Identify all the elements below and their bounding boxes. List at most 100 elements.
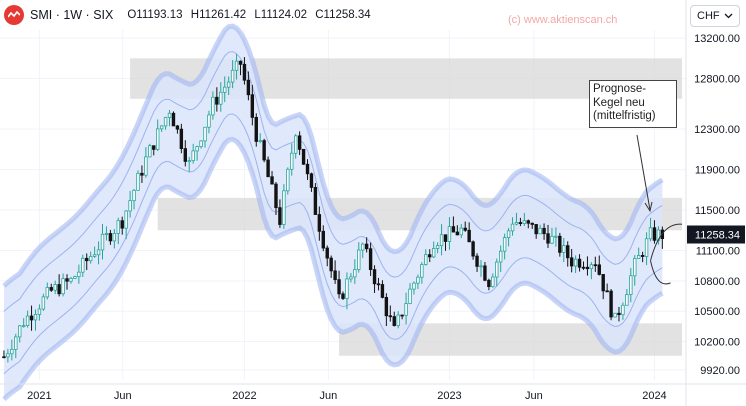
price-axis[interactable]: 9920.00 10200.00 10500.00 10800.00 11100.00 1… <box>685 0 745 406</box>
candle-body <box>329 257 333 272</box>
last-price-label: 11258.34 <box>695 230 740 242</box>
candle-body <box>636 255 641 259</box>
band-lower-edge <box>2 136 664 402</box>
cone-upper-line <box>650 223 683 261</box>
candle-body <box>53 284 57 291</box>
y-tick-label: 11900.00 <box>695 165 740 177</box>
candle-body <box>88 255 93 262</box>
high-value: H11261.42 <box>190 9 247 21</box>
candle-body <box>6 353 10 358</box>
candle-body <box>262 140 266 161</box>
last-price-badge <box>687 225 745 244</box>
candle-body <box>325 247 329 259</box>
x-tick-label: 2024 <box>642 390 666 402</box>
candle-body <box>45 287 50 298</box>
candle-body <box>159 125 164 130</box>
candle-body <box>242 63 247 81</box>
candle-body <box>388 315 393 318</box>
currency-select[interactable]: CHF <box>690 5 740 27</box>
candle-body <box>100 233 105 251</box>
candle-body <box>349 276 353 280</box>
x-tick-label: Jun <box>319 390 337 402</box>
candle-body <box>250 94 255 118</box>
candle-body <box>65 278 69 282</box>
candle-body <box>416 276 420 284</box>
candle-body <box>510 223 515 232</box>
candle-body <box>439 234 444 247</box>
candle-body <box>487 279 491 288</box>
candle-body <box>554 235 558 238</box>
candle-body <box>187 160 191 163</box>
candle-body <box>613 312 617 318</box>
x-tick-label: Jun <box>525 390 543 402</box>
y-tick-label: 10500.00 <box>694 306 740 318</box>
candle-body <box>467 229 471 243</box>
candle-body <box>569 257 574 267</box>
x-tick-label: Jun <box>114 390 132 402</box>
candle-body <box>605 290 609 293</box>
symbol-title[interactable]: SMI · 1W · SIX <box>30 8 114 22</box>
candle-body <box>585 266 590 270</box>
candle-body <box>278 207 282 225</box>
cone-lower-line <box>650 260 671 285</box>
candle-body <box>609 290 613 318</box>
candle-body <box>412 282 416 290</box>
candle-body <box>313 186 318 215</box>
candle-body <box>428 254 432 258</box>
candle-body <box>136 172 140 191</box>
candle-body <box>625 294 629 306</box>
candle-body <box>404 303 408 316</box>
candle-body <box>96 249 101 256</box>
candle-body <box>353 269 357 278</box>
candle-body <box>396 314 400 326</box>
candle-body <box>41 296 46 310</box>
candle-body <box>215 96 219 105</box>
y-tick-label: 10200.00 <box>694 337 740 349</box>
candle-body <box>226 81 231 88</box>
x-tick-label: 2023 <box>437 390 461 402</box>
band-inner-line <box>3 113 663 375</box>
candle-body <box>112 233 117 242</box>
candle-body <box>171 112 176 127</box>
candle-body <box>152 145 156 150</box>
candle-body <box>471 241 475 257</box>
candle-body <box>361 243 365 251</box>
time-axis[interactable]: 2021 Jun 2022 Jun 2023 Jun 2024 <box>0 383 746 402</box>
copyright-watermark: (c) www.aktienscan.ch <box>508 14 618 26</box>
candle-body <box>85 257 89 262</box>
candle-body <box>550 235 554 244</box>
candle-body <box>644 238 649 257</box>
candle-body <box>526 220 530 224</box>
candle-body <box>633 258 637 277</box>
candle-body <box>211 96 215 116</box>
candle-body <box>282 190 286 225</box>
candle-body <box>522 220 527 225</box>
candle-body <box>392 316 396 326</box>
candle-body <box>140 172 144 176</box>
y-tick-label: 9920.00 <box>700 365 740 377</box>
candle-body <box>108 233 113 242</box>
y-tick-label: 11500.00 <box>695 205 740 217</box>
candle-body <box>435 245 440 249</box>
candle-body <box>128 200 132 212</box>
candle-body <box>195 146 199 152</box>
candle-body <box>337 279 341 295</box>
price-candles <box>2 54 665 363</box>
candle-body <box>597 264 601 275</box>
candle-body <box>183 148 187 162</box>
candle-body <box>617 312 621 316</box>
annotation-line: Prognose- <box>593 83 647 95</box>
candle-body <box>14 336 18 350</box>
candle-body <box>305 163 310 175</box>
candle-body <box>207 114 211 128</box>
candle-body <box>258 140 262 142</box>
candle-body <box>648 227 653 240</box>
candle-body <box>384 297 389 317</box>
forecast-annotation[interactable]: Prognose- Kegel neu (mittelfristig) <box>589 80 677 128</box>
candle-body <box>37 308 42 315</box>
symbol-header: SMI · 1W · SIX O11193.13 H11261.42 L1112… <box>0 0 371 30</box>
candle-body <box>621 304 625 316</box>
candle-body <box>230 69 235 83</box>
candle-body <box>10 348 14 355</box>
